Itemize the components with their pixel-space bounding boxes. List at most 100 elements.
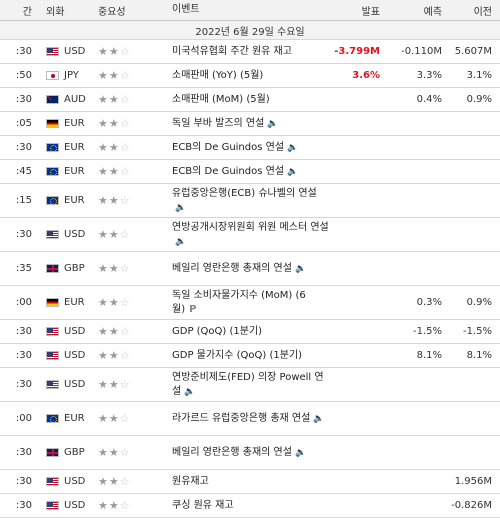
forecast-value [384,494,442,517]
table-row[interactable]: :15 EUR ★ ★ ☆ 유럽중앙은행(ECB) 슈나벨의 연설🔈 [0,184,500,218]
table-row[interactable]: :30 USD ★ ★ ☆ GDP 물가지수 (QoQ) (1분기) 8.1% 8.1% [0,344,500,368]
event-name[interactable]: GDP 물가지수 (QoQ) (1분기) [172,349,303,361]
star-empty-icon: ☆ [119,117,130,130]
event-name[interactable]: 베일리 영란은행 총재의 연설 [172,446,292,458]
table-row[interactable]: :30 USD ★ ★ ☆ 미국석유협회 주간 원유 재고 -3.799M -0.110M 5.… [0,40,500,64]
actual-value: -3.799M [334,46,380,57]
forecast-value [384,402,442,435]
event-name-cell[interactable]: 연방준비제도(FED) 의장 Powell 연설 🔈 [172,368,330,401]
actual-value [318,344,380,367]
date-label: 2022년 6월 29일 수요일 [195,26,305,38]
forecast-value: -1.5% [412,326,442,337]
event-name-cell[interactable]: GDP 물가지수 (QoQ) (1분기) [172,344,330,367]
event-time: :00 [15,297,32,308]
event-name-cell[interactable]: 연방공개시장위원회 위원 메스터 연설 🔈 [172,218,330,251]
event-time: :35 [15,263,32,274]
table-row[interactable]: :30 USD ★ ★ ☆ 원유재고 1.956M [0,470,500,494]
header-time[interactable]: 간 [22,6,32,18]
us-flag-icon [46,380,59,389]
event-name[interactable]: 라가르드 유럽중앙은행 총재 연설 [172,412,311,424]
de-flag-icon [46,298,59,307]
star-filled-icon: ★ [98,349,108,362]
flag-cell [46,470,60,493]
table-row[interactable]: :30 USD ★ ★ ☆ 연방준비제도(FED) 의장 Powell 연설 🔈 [0,368,500,402]
us-flag-icon [46,327,59,336]
event-name-cell[interactable]: 미국석유협회 주간 원유 재고 [172,40,330,63]
event-name-cell[interactable]: GDP (QoQ) (1분기) [172,320,330,343]
flag-cell [46,286,60,319]
star-empty-icon: ☆ [119,141,130,154]
header-forecast[interactable]: 예측 [423,6,442,18]
event-name-cell[interactable]: 라가르드 유럽중앙은행 총재 연설 🔈 [172,402,330,435]
importance-stars: ★ ★ ☆ [98,40,158,63]
event-name-cell[interactable]: 소매판매 (MoM) (5월) [172,88,330,111]
event-name-cell[interactable]: ECB의 De Guindos 연설 🔈 [172,160,330,183]
star-filled-icon: ★ [108,349,119,362]
event-name[interactable]: 쿠싱 원유 재고 [172,499,234,511]
forecast-value [384,160,442,183]
event-name-cell[interactable]: ECB의 De Guindos 연설 🔈 [172,136,330,159]
header-event[interactable]: 이벤트 [172,4,200,15]
event-name-cell[interactable]: 독일 부바 발즈의 연설 🔈 [172,112,330,135]
event-name[interactable]: GDP (QoQ) (1분기) [172,325,263,337]
event-name[interactable]: 미국석유협회 주간 원유 재고 [172,45,292,57]
importance-stars: ★ ★ ☆ [98,402,158,435]
event-name[interactable]: 독일 소비자물가지수 (MoM) (6월) [172,289,306,315]
event-name[interactable]: 연방공개시장위원회 위원 메스터 연설 [172,221,329,233]
star-filled-icon: ★ [98,325,108,338]
event-time: :50 [15,70,32,81]
event-name-cell[interactable]: 원유재고 [172,470,330,493]
event-name-cell[interactable]: 베일리 영란은행 총재의 연설 🔈 [172,252,330,285]
previous-value: -1.5% [462,326,492,337]
event-time: :30 [15,500,32,511]
speaker-icon: 🔈 [267,118,279,129]
speaker-icon: 🔈 [175,236,187,247]
table-row[interactable]: :30 USD ★ ★ ☆ GDP (QoQ) (1분기) -1.5% -1.5% [0,320,500,344]
event-name[interactable]: 독일 부바 발즈의 연설 [172,117,265,129]
table-row[interactable]: :05 EUR ★ ★ ☆ 독일 부바 발즈의 연설 🔈 [0,112,500,136]
forecast-value [384,470,442,493]
event-name[interactable]: 원유재고 [172,475,209,487]
event-name-cell[interactable]: 소매판매 (YoY) (5월) [172,64,330,87]
flag-cell [46,184,60,217]
actual-value: 3.6% [352,70,380,81]
event-name[interactable]: 소매판매 (MoM) (5월) [172,93,270,105]
event-name[interactable]: 소매판매 (YoY) (5월) [172,69,264,81]
table-row[interactable]: :30 EUR ★ ★ ☆ ECB의 De Guindos 연설 🔈 [0,136,500,160]
actual-value [318,184,380,217]
star-filled-icon: ★ [98,228,108,241]
table-row[interactable]: :00 EUR ★ ★ ☆ 독일 소비자물가지수 (MoM) (6월) P 0.3% 0.9% [0,286,500,320]
event-name-cell[interactable]: 쿠싱 원유 재고 [172,494,330,517]
event-name[interactable]: 유럽중앙은행(ECB) 슈나벨의 연설 [172,187,317,199]
header-previous[interactable]: 이전 [473,6,492,18]
currency-code: GBP [64,263,85,274]
table-row[interactable]: :50 JPY ★ ★ ☆ 소매판매 (YoY) (5월) 3.6% 3.3% 3.1% [0,64,500,88]
star-filled-icon: ★ [108,228,119,241]
event-time: :30 [15,46,32,57]
star-filled-icon: ★ [98,93,108,106]
event-name[interactable]: ECB의 De Guindos 연설 [172,141,285,153]
table-row[interactable]: :30 USD ★ ★ ☆ 쿠싱 원유 재고 -0.826M [0,494,500,518]
header-importance[interactable]: 중요성 [98,6,126,18]
event-time: :05 [15,118,32,129]
table-row[interactable]: :30 USD ★ ★ ☆ 연방공개시장위원회 위원 메스터 연설🔈 [0,218,500,252]
event-name[interactable]: 베일리 영란은행 총재의 연설 [172,262,292,274]
star-empty-icon: ☆ [119,499,130,512]
event-name[interactable]: ECB의 De Guindos 연설 [172,165,285,177]
event-name-cell[interactable]: 유럽중앙은행(ECB) 슈나벨의 연설 🔈 [172,184,330,217]
table-row[interactable]: :35 GBP ★ ★ ☆ 베일리 영란은행 총재의 연설 🔈 [0,252,500,286]
forecast-value [384,184,442,217]
star-empty-icon: ☆ [119,475,130,488]
event-name-cell[interactable]: 베일리 영란은행 총재의 연설 🔈 [172,436,330,469]
table-row[interactable]: :30 GBP ★ ★ ☆ 베일리 영란은행 총재의 연설 🔈 [0,436,500,470]
table-row[interactable]: :45 EUR ★ ★ ☆ ECB의 De Guindos 연설 🔈 [0,160,500,184]
previous-value [440,368,492,401]
eu-flag-icon [46,414,59,423]
header-currency[interactable]: 외화 [46,6,65,18]
table-row[interactable]: :30 AUD ★ ★ ☆ 소매판매 (MoM) (5월) 0.4% 0.9% [0,88,500,112]
header-actual[interactable]: 발표 [361,6,380,18]
event-name-cell[interactable]: 독일 소비자물가지수 (MoM) (6월) P [172,286,330,319]
table-row[interactable]: :00 EUR ★ ★ ☆ 라가르드 유럽중앙은행 총재 연설 🔈 [0,402,500,436]
event-name[interactable]: 연방준비제도(FED) 의장 Powell 연설 [172,371,324,397]
actual-value [318,88,380,111]
